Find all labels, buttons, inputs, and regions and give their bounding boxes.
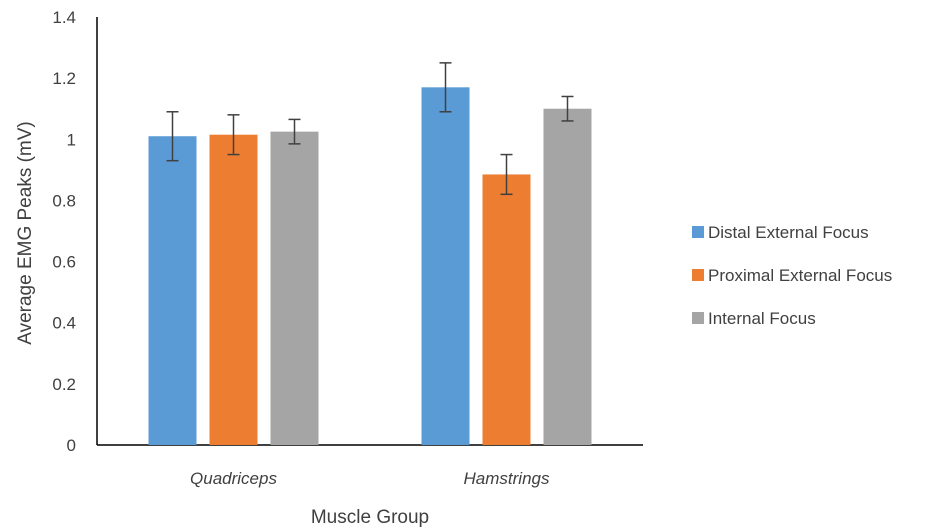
x-category-label: Hamstrings: [464, 469, 550, 488]
y-tick-label: 0.6: [52, 253, 76, 272]
error-bar: [227, 114, 240, 156]
bar-quadriceps-2: [270, 131, 319, 445]
y-axis-title: Average EMG Peaks (mV): [15, 121, 36, 345]
error-bar: [288, 118, 301, 145]
legend-swatch: [692, 312, 704, 324]
bars: [148, 87, 592, 446]
y-tick-label: 1: [67, 130, 76, 149]
legend-swatch: [692, 269, 704, 281]
legend-label: Internal Focus: [708, 309, 816, 328]
y-tick-label: 0.8: [52, 191, 76, 210]
y-tick-label: 1.4: [52, 8, 76, 27]
legend-label: Proximal External Focus: [708, 266, 892, 285]
bar-hamstrings-2: [543, 108, 592, 445]
y-tick-label: 1.2: [52, 69, 76, 88]
y-tick-label: 0.4: [52, 314, 76, 333]
bar-quadriceps-1: [209, 134, 258, 445]
y-axis: 0 0.2 0.4 0.6 0.8 1 1.2 1.4: [52, 8, 98, 455]
error-bar: [166, 111, 179, 162]
x-category-label: Quadriceps: [190, 469, 277, 488]
legend: Distal External Focus Proximal External F…: [692, 223, 892, 328]
legend-swatch: [692, 226, 704, 238]
bar-hamstrings-1: [482, 174, 531, 445]
error-bar: [500, 153, 513, 196]
y-tick-label: 0.2: [52, 375, 76, 394]
x-axis-title: Muscle Group: [311, 507, 429, 528]
bar-hamstrings-0: [421, 87, 470, 446]
error-bars: [166, 62, 574, 196]
bar-quadriceps-0: [148, 136, 197, 445]
y-tick-label: 0: [67, 436, 76, 455]
error-bar: [439, 62, 452, 113]
error-bar: [561, 95, 574, 122]
legend-item: Proximal External Focus: [692, 266, 892, 285]
category-labels: Quadriceps Hamstrings: [190, 469, 550, 488]
legend-item: Distal External Focus: [692, 223, 869, 242]
legend-item: Internal Focus: [692, 309, 816, 328]
legend-label: Distal External Focus: [708, 223, 869, 242]
